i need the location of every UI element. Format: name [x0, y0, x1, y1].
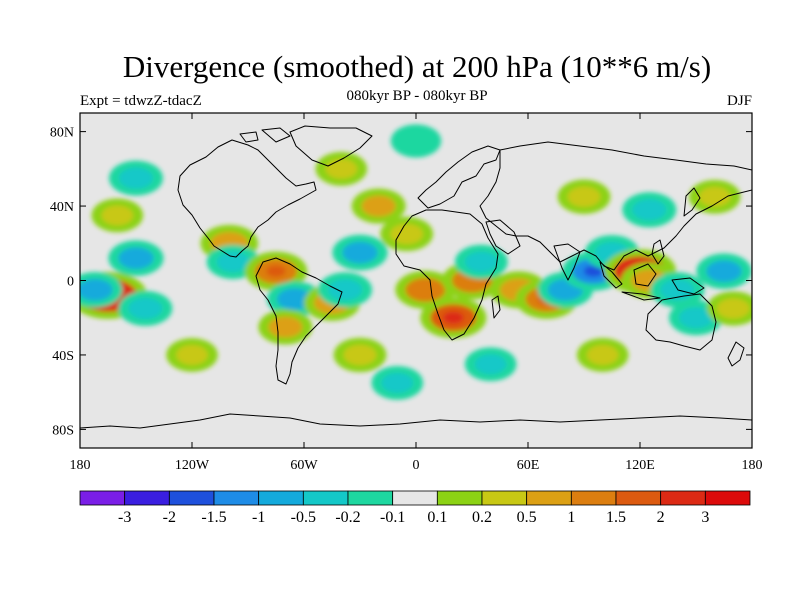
field-feature-core: [266, 265, 286, 277]
colorbar-swatch: [704, 490, 751, 506]
lat-tick-label: 80N: [50, 126, 74, 141]
coastline-india: [553, 243, 581, 281]
colorbar-label: -1.5: [201, 509, 226, 526]
coastline-greenland: [289, 125, 373, 167]
coastline-north-america: [177, 139, 317, 258]
colorbar-swatch: [570, 490, 617, 506]
field-feature: [698, 186, 731, 207]
coastline-java: [621, 291, 661, 301]
lon-tick-label: 60W: [290, 458, 318, 473]
colorbar-swatch: [168, 490, 215, 506]
field-feature: [390, 223, 424, 245]
field-feature: [325, 158, 358, 179]
colorbar-label: 1.5: [606, 509, 626, 526]
colorbar-label: 2: [657, 509, 665, 526]
coastline-australia: [645, 293, 717, 351]
field-feature: [474, 354, 507, 375]
lat-tick-label: 80S: [52, 423, 74, 438]
colorbar-swatch: [258, 490, 304, 506]
field-feature: [268, 316, 303, 338]
lon-tick-label: 180: [70, 458, 91, 473]
field-feature: [118, 247, 154, 269]
field-feature: [632, 199, 667, 221]
colorbar-swatch: [302, 490, 349, 506]
colorbar-label: 0.2: [472, 509, 492, 526]
field-feature: [277, 288, 313, 310]
map-subtitle: 080kyr BP - 080kyr BP: [346, 88, 488, 104]
colorbar-label: -0.1: [380, 509, 405, 526]
colorbar-label: -0.2: [335, 509, 360, 526]
field-feature: [679, 307, 713, 329]
coastline-new-zealand: [727, 341, 745, 367]
field-feature: [716, 298, 750, 319]
colorbar-label: -1: [252, 509, 265, 526]
coastline-asia: [479, 141, 752, 271]
colorbar-swatch: [124, 490, 170, 506]
coastlines: [80, 125, 752, 429]
field-feature: [80, 279, 113, 301]
field-feature: [586, 345, 619, 365]
lon-tick-label: 60E: [517, 458, 540, 473]
colorbar-label: -0.5: [291, 509, 316, 526]
coastline-africa: [395, 209, 499, 341]
colorbar-label: 0.5: [517, 509, 537, 526]
lat-tick-label: 0: [67, 275, 74, 290]
field-feature: [128, 297, 163, 319]
colorbar-swatch: [392, 490, 438, 506]
coastline-arctic-islands: [239, 127, 291, 143]
coastline-madagascar: [491, 295, 501, 319]
field-feature: [381, 372, 414, 393]
colorbar-swatch: [526, 490, 572, 506]
lat-tick-label: 40S: [52, 349, 74, 364]
colorbar-swatch: [615, 490, 662, 506]
lon-tick-label: 120E: [625, 458, 655, 473]
field-feature: [464, 251, 498, 273]
colorbar-swatch: [79, 490, 126, 506]
colorbar: -3 -2 -1.5 -1 -0.5 -0.2 -0.1 0.1 0.2 0.5 1 1.5 2 3: [79, 490, 751, 526]
map-title: Divergence (smoothed) at 200 hPa (10**6 …: [122, 49, 712, 84]
field-feature: [343, 344, 377, 366]
season-label: DJF: [726, 93, 752, 109]
field-feature: [361, 195, 396, 217]
lat-tick-label: 40N: [50, 200, 74, 215]
coastline-japan: [683, 187, 701, 217]
lon-tick-label: 180: [742, 458, 763, 473]
colorbar-label: -2: [163, 509, 176, 526]
colorbar-swatch: [213, 490, 260, 506]
field-feature: [342, 241, 378, 264]
field-feature: [328, 279, 363, 301]
coastline-sumatra: [599, 261, 623, 289]
colorbar-label: -3: [118, 509, 131, 526]
map-axes: 80N 40N 0 40S 80S 180 120W 60W 0 60E 120E 180: [50, 113, 763, 473]
colorbar-swatch: [660, 490, 706, 506]
divergence-field: [80, 124, 752, 400]
field-feature: [101, 205, 134, 226]
experiment-label: Expt = tdwzZ-tdacZ: [80, 93, 202, 109]
colorbar-swatch: [481, 490, 528, 506]
field-feature: [176, 345, 208, 365]
field-feature-core: [442, 311, 464, 324]
coastline-europe: [417, 145, 501, 209]
lon-tick-label: 120W: [175, 458, 210, 473]
colorbar-swatch: [436, 490, 483, 506]
field-feature: [567, 186, 601, 207]
colorbar-label: 3: [701, 509, 709, 526]
coastline-south-america: [255, 257, 343, 385]
colorbar-label: 1: [567, 509, 575, 526]
coastline-new-guinea: [671, 277, 705, 295]
colorbar-swatch: [347, 490, 394, 506]
field-feature: [119, 167, 153, 189]
coastline-arabia: [485, 219, 521, 255]
field-feature: [216, 251, 250, 273]
coastline-borneo: [633, 263, 657, 287]
coastline-philippines: [651, 239, 665, 265]
field-feature: [400, 131, 432, 151]
field-feature-core: [416, 284, 435, 296]
lon-tick-label: 0: [413, 458, 420, 473]
field-feature-core: [583, 265, 603, 277]
coastline-antarctica: [80, 413, 752, 429]
colorbar-label: 0.1: [427, 509, 447, 526]
field-feature: [706, 260, 742, 282]
